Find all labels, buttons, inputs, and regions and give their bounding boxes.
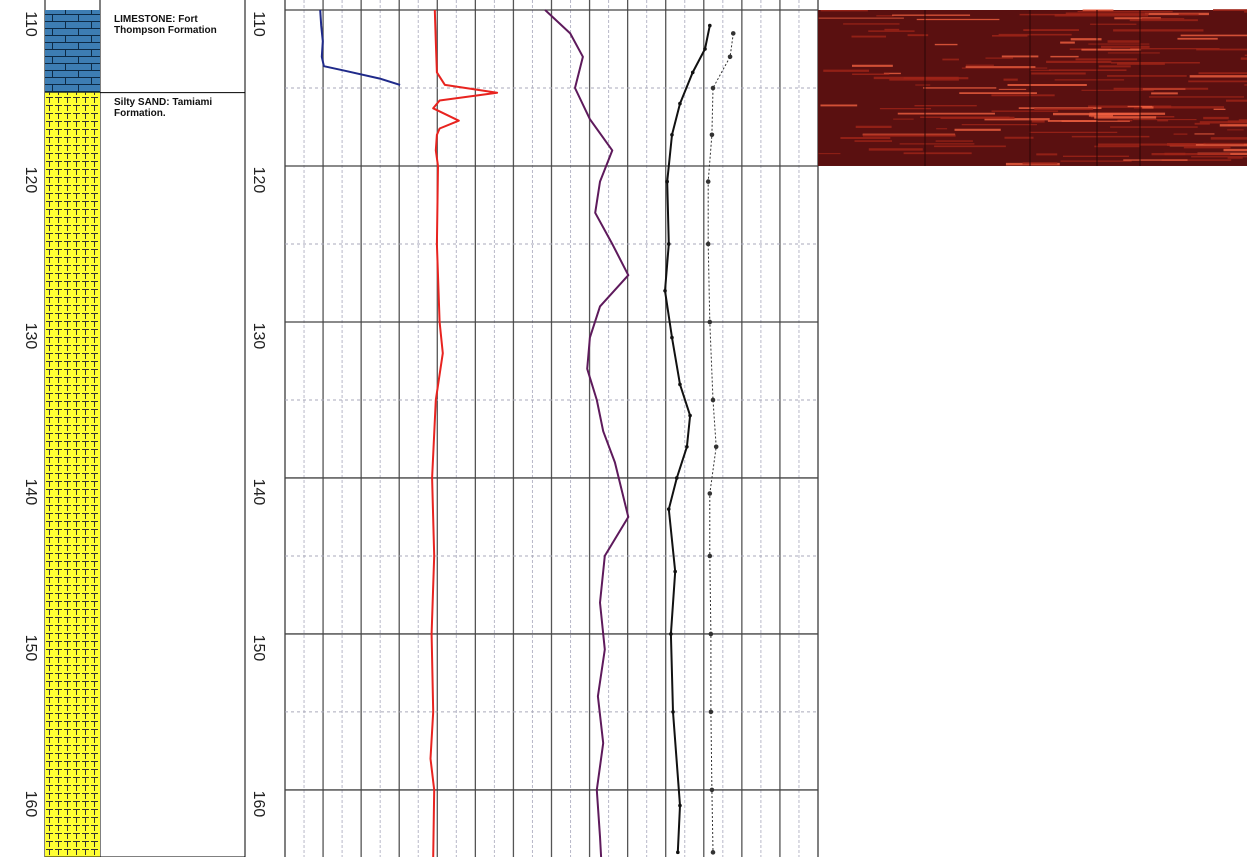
- log-point: [707, 491, 713, 496]
- log-point: [670, 132, 674, 137]
- depth-label: 110: [250, 11, 267, 37]
- log-point: [703, 47, 707, 51]
- log-point: [685, 444, 689, 449]
- depth-label: 160: [250, 791, 267, 818]
- depth-label: 120: [22, 167, 39, 194]
- unit-description: Silty SAND: Tamiami Formation.: [114, 96, 213, 119]
- log-point: [708, 23, 712, 28]
- log-curve: [664, 25, 711, 853]
- log-point: [670, 335, 674, 340]
- log-point: [710, 850, 716, 855]
- log-point: [705, 241, 711, 247]
- log-point: [707, 319, 713, 325]
- log-point: [678, 382, 682, 387]
- lithology-pattern: [45, 92, 100, 857]
- log-curve: [429, 9, 499, 857]
- log-curve: [544, 9, 630, 857]
- log-point: [727, 54, 733, 60]
- log-point: [671, 710, 675, 714]
- log-point: [669, 632, 673, 636]
- log-point: [710, 85, 716, 91]
- log-point: [707, 553, 713, 559]
- unit-description: LIMESTONE: Fort Thompson Formation: [114, 14, 217, 36]
- log-point: [710, 397, 716, 403]
- log-point: [688, 413, 692, 418]
- lithology-pattern: [45, 10, 100, 93]
- log-point: [709, 787, 715, 793]
- log-point: [708, 709, 714, 715]
- depth-label: 110: [22, 11, 39, 37]
- depth-label: 160: [22, 791, 39, 818]
- log-point: [678, 101, 682, 106]
- depth-label: 150: [250, 635, 267, 662]
- log-curve: [707, 33, 734, 853]
- image-texture: [818, 8, 1247, 166]
- log-point: [666, 242, 671, 246]
- log-point: [678, 803, 682, 808]
- log-point: [730, 31, 736, 36]
- depth-label: 130: [250, 323, 267, 350]
- log-point: [676, 850, 680, 855]
- log-curve: [319, 9, 401, 86]
- log-point: [663, 288, 667, 293]
- depth-label: 150: [22, 635, 39, 662]
- log-point: [674, 476, 679, 480]
- log-point: [713, 444, 719, 450]
- depth-label: 140: [250, 479, 267, 506]
- log-point: [709, 132, 715, 138]
- depth-label: 120: [250, 167, 267, 194]
- log-point: [665, 179, 669, 184]
- log-point: [666, 507, 671, 511]
- depth-label: 140: [22, 479, 39, 506]
- log-point: [708, 631, 714, 637]
- depth-label: 130: [22, 323, 39, 350]
- log-point: [690, 70, 695, 75]
- log-point: [673, 569, 677, 574]
- log-point: [705, 179, 711, 184]
